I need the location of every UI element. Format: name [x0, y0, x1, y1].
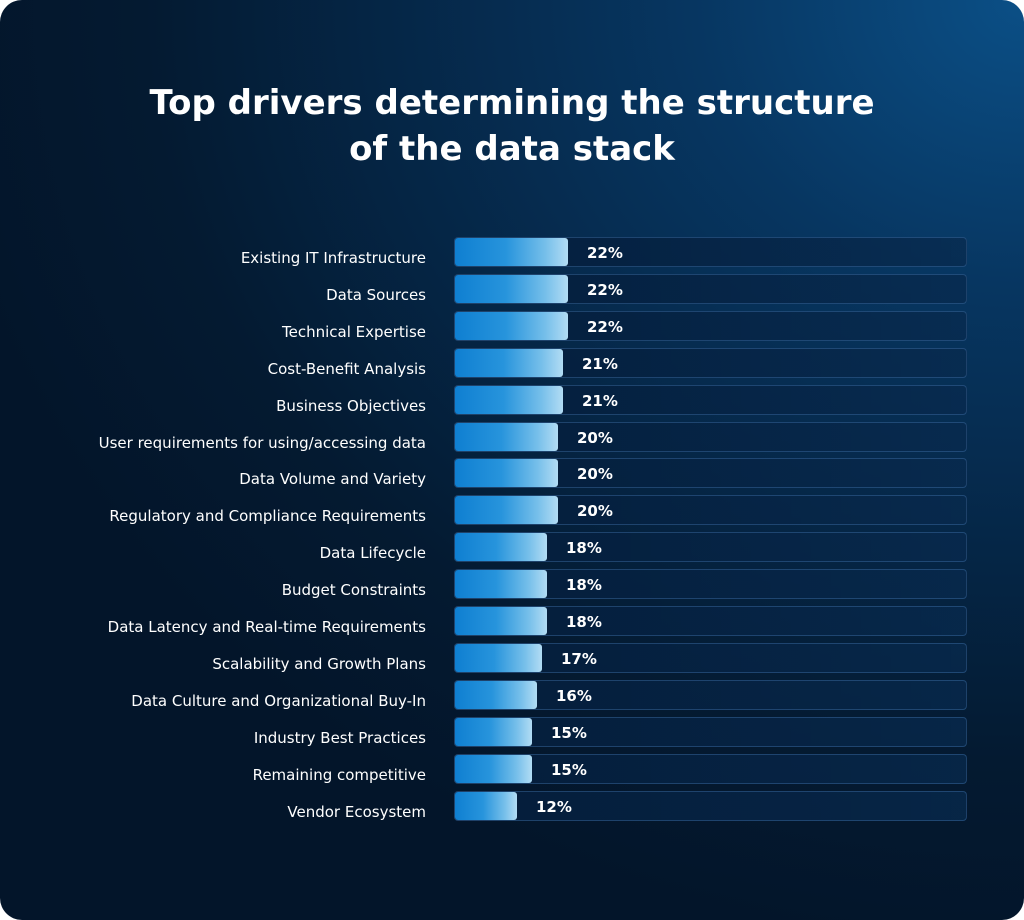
- bar-track: [454, 680, 967, 710]
- category-label: Data Sources: [326, 286, 426, 304]
- bar: [455, 312, 568, 340]
- bar-value-label: 20%: [577, 465, 613, 483]
- category-label: Regulatory and Compliance Requirements: [109, 507, 426, 525]
- bar: [455, 681, 537, 709]
- bar-value-label: 22%: [587, 244, 623, 262]
- bar-track: [454, 532, 967, 562]
- bar-value-label: 20%: [577, 502, 613, 520]
- chart-title-line-2: of the data stack: [349, 129, 675, 169]
- category-label: Cost-Benefit Analysis: [267, 360, 426, 378]
- bar: [455, 275, 568, 303]
- bar-value-label: 15%: [551, 761, 587, 779]
- chart-title-line-1: Top drivers determining the structure: [149, 83, 875, 123]
- bar-value-label: 22%: [587, 281, 623, 299]
- bar-value-label: 21%: [582, 392, 618, 410]
- bar: [455, 423, 558, 451]
- category-label: Business Objectives: [276, 397, 426, 415]
- bar-track: [454, 385, 967, 415]
- category-label: Data Lifecycle: [319, 544, 426, 562]
- bar-track: [454, 606, 967, 636]
- bar-track: [454, 274, 967, 304]
- bar: [455, 238, 568, 266]
- bar-track: [454, 311, 967, 341]
- bar-value-label: 22%: [587, 318, 623, 336]
- category-label: Data Volume and Variety: [239, 470, 426, 488]
- bar: [455, 607, 547, 635]
- bar-track: [454, 643, 967, 673]
- category-label: Existing IT Infrastructure: [240, 249, 426, 267]
- bar-value-label: 12%: [536, 798, 572, 816]
- bar: [455, 755, 532, 783]
- bar-track: [454, 569, 967, 599]
- bar-track: [454, 422, 967, 452]
- category-label: User requirements for using/accessing da…: [98, 434, 426, 452]
- bar-value-label: 20%: [577, 429, 613, 447]
- bar-value-label: 17%: [561, 650, 597, 668]
- category-label: Data Culture and Organizational Buy-In: [131, 692, 426, 710]
- bar: [455, 644, 542, 672]
- bar-track: [454, 791, 967, 821]
- bar: [455, 386, 563, 414]
- bar: [455, 570, 547, 598]
- bar-value-label: 18%: [566, 576, 602, 594]
- bar-track: [454, 458, 967, 488]
- bar-track: [454, 348, 967, 378]
- bar-track: [454, 754, 967, 784]
- bar-value-label: 21%: [582, 355, 618, 373]
- category-label: Data Latency and Real-time Requirements: [107, 618, 426, 636]
- bar: [455, 459, 558, 487]
- category-label: Vendor Ecosystem: [287, 803, 426, 821]
- bar: [455, 533, 547, 561]
- category-label: Remaining competitive: [252, 766, 426, 784]
- bar-track: [454, 237, 967, 267]
- bar-track: [454, 717, 967, 747]
- bar-track: [454, 495, 967, 525]
- bar: [455, 792, 517, 820]
- chart-title: Top drivers determining the structure of…: [0, 80, 1024, 172]
- bar-value-label: 16%: [556, 687, 592, 705]
- bar: [455, 496, 558, 524]
- bar-value-label: 15%: [551, 724, 587, 742]
- category-label: Technical Expertise: [281, 323, 426, 341]
- category-label: Industry Best Practices: [253, 729, 426, 747]
- bar-value-label: 18%: [566, 539, 602, 557]
- bar-value-label: 18%: [566, 613, 602, 631]
- category-label: Scalability and Growth Plans: [212, 655, 426, 673]
- category-label: Budget Constraints: [281, 581, 426, 599]
- bar: [455, 718, 532, 746]
- bar: [455, 349, 563, 377]
